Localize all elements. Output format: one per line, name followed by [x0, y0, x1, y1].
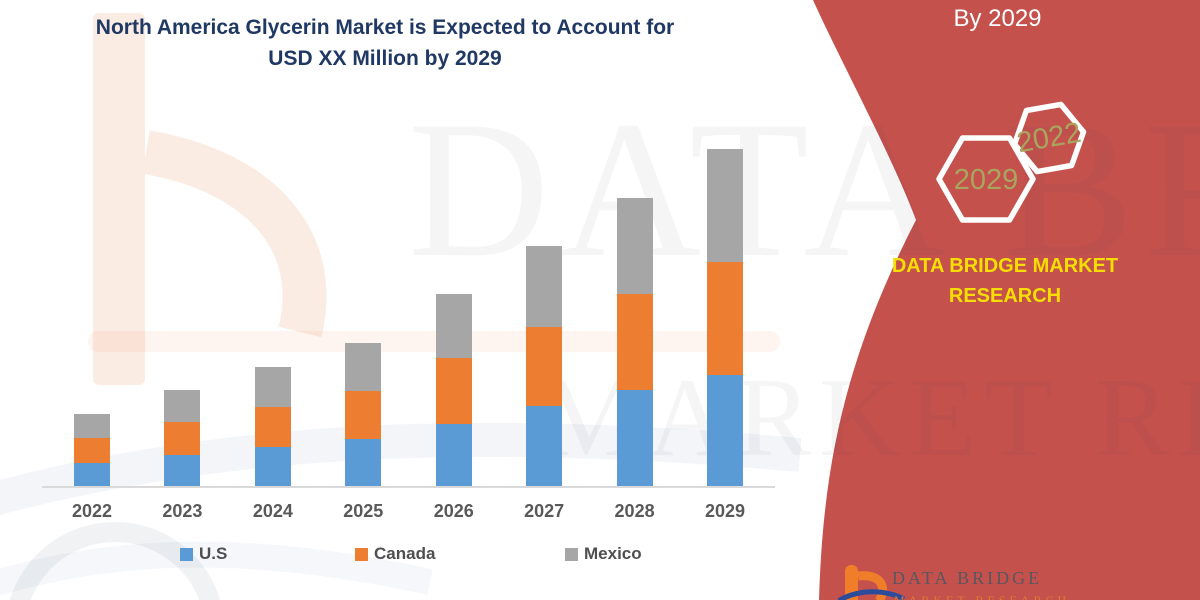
bar-segment-mexico-2027	[526, 246, 563, 327]
bar-segment-mexico-2029	[707, 149, 743, 262]
hexagon-2029-outline	[936, 135, 1036, 223]
bar-segment-us-2022	[74, 463, 110, 486]
brand-caption-line1: DATA BRIDGE MARKET	[891, 255, 1119, 277]
x-axis-line	[42, 486, 775, 488]
bar-segment-mexico-2026	[435, 294, 472, 358]
bar-segment-canada-2026	[435, 358, 472, 424]
x-axis-label-2022: 2022	[71, 501, 113, 521]
bar-segment-canada-2024	[254, 407, 291, 447]
legend-label: Mexico	[584, 544, 642, 563]
logo-b-stem	[845, 565, 858, 600]
bar-segment-mexico-2022	[74, 414, 110, 438]
bar-segment-us-2026	[435, 424, 472, 486]
bar-segment-canada-2029	[707, 262, 743, 375]
logo-swoosh	[838, 589, 906, 600]
brand-caption: DATA BRIDGE MARKET RESEARCH	[865, 251, 1145, 311]
footer-subbrand-text: MARKET RESEARCH	[894, 593, 1071, 600]
legend-item-mexico: Mexico	[565, 544, 642, 564]
red-panel-shape	[813, 0, 1200, 600]
legend-item-canada: Canada	[355, 544, 435, 564]
x-axis-label-2028: 2028	[614, 501, 655, 521]
bar-segment-canada-2027	[526, 327, 563, 406]
hexagon-2029: 2029	[936, 135, 1036, 223]
x-axis-label-2026: 2026	[433, 501, 474, 521]
hexagon-2022-outline	[1011, 101, 1087, 175]
legend-swatch-icon	[565, 547, 578, 561]
data-bridge-logo-icon	[838, 565, 906, 600]
chart-title-line1: North America Glycerin Market is Expecte…	[95, 16, 675, 39]
bar-segment-canada-2028	[616, 294, 653, 390]
legend-item-us: U.S	[180, 544, 227, 564]
bar-segment-us-2029	[707, 375, 743, 486]
footer-brand-text: DATA BRIDGE	[892, 568, 1043, 588]
bar-segment-mexico-2024	[254, 367, 291, 407]
chart-title: North America Glycerin Market is Expecte…	[10, 12, 760, 74]
bar-segment-mexico-2025	[345, 343, 382, 391]
bar-segment-us-2027	[526, 406, 563, 486]
chart-title-line2: USD XX Million by 2029	[268, 47, 502, 70]
logo-b-bowl	[857, 571, 888, 600]
bar-segment-us-2023	[164, 455, 201, 486]
bar-segment-mexico-2028	[616, 198, 653, 294]
panel-heading: By 2029	[953, 5, 1042, 32]
x-axis-label-2027: 2027	[524, 501, 565, 521]
legend-label: Canada	[374, 544, 436, 563]
bar-segment-mexico-2023	[164, 390, 201, 422]
hexagon-2029-label: 2029	[954, 164, 1019, 196]
bar-segment-us-2025	[345, 439, 382, 486]
bar-segment-canada-2023	[164, 422, 201, 455]
x-axis-label-2024: 2024	[252, 501, 293, 521]
x-axis-label-2025: 2025	[343, 501, 384, 521]
hexagon-badges: 2022 2029	[936, 101, 1087, 223]
bar-segment-canada-2022	[74, 438, 110, 463]
bar-segment-us-2024	[254, 447, 291, 486]
x-axis-label-2029: 2029	[704, 501, 746, 521]
bar-segment-us-2028	[616, 390, 653, 486]
legend-swatch-icon	[355, 547, 368, 561]
legend-label: U.S	[199, 544, 228, 563]
x-axis-label-2023: 2023	[162, 501, 203, 521]
brand-caption-line2: RESEARCH	[948, 285, 1062, 307]
legend-swatch-icon	[180, 547, 193, 561]
bar-segment-canada-2025	[345, 391, 382, 439]
